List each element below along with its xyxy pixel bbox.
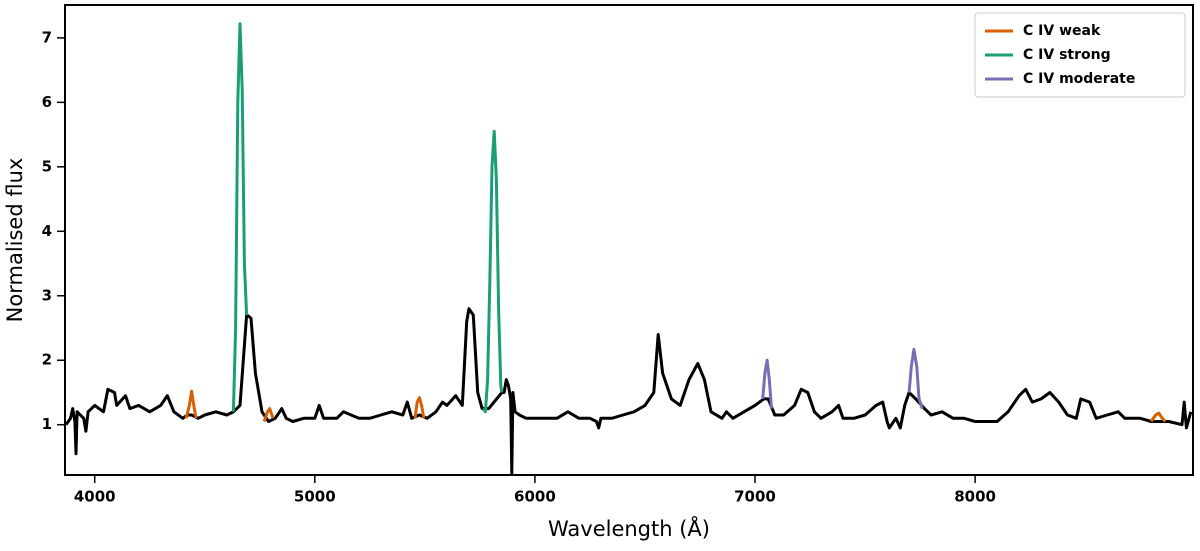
y-axis-label: Normalised flux [3, 158, 27, 323]
legend-label: C IV weak [1023, 23, 1101, 39]
series-line [65, 307, 1193, 475]
x-tick-label: 4000 [74, 488, 116, 506]
y-tick-label: 1 [42, 415, 52, 433]
y-tick-label: 5 [42, 157, 52, 175]
y-tick-label: 7 [42, 28, 52, 46]
plot-frame [64, 4, 1194, 476]
x-tick-label: 6000 [514, 488, 556, 506]
legend-label: C IV strong [1023, 47, 1111, 63]
series-line [231, 22, 504, 414]
y-tick-label: 2 [42, 351, 52, 369]
legend-box [974, 12, 1186, 98]
x-axis-label: Wavelength (Å) [548, 515, 710, 541]
series-line [184, 389, 1167, 423]
y-tick-label: 3 [42, 286, 52, 304]
x-tick-label: 8000 [954, 488, 996, 506]
legend-label: C IV moderate [1023, 71, 1135, 87]
x-tick-label: 5000 [294, 488, 336, 506]
y-tick-label: 6 [42, 93, 52, 111]
y-tick-label: 4 [42, 222, 52, 240]
series-line [761, 347, 924, 410]
x-tick-label: 7000 [734, 488, 776, 506]
